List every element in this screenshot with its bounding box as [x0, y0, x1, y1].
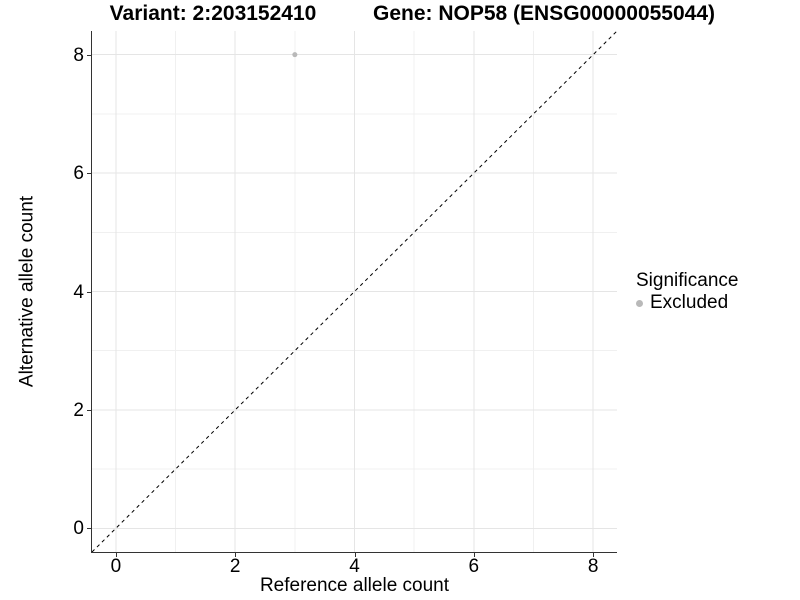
- plot-title-gene: Gene: NOP58 (ENSG00000055044): [373, 2, 716, 25]
- y-tick-mark: [87, 409, 92, 411]
- legend-key-dot: [636, 299, 643, 307]
- x-tick-label: 6: [468, 556, 480, 577]
- x-tick-mark: [473, 552, 475, 557]
- y-tick-mark: [87, 173, 92, 175]
- data-point: [292, 52, 298, 58]
- legend: Significance Excluded: [636, 271, 738, 313]
- plot-area: [92, 31, 617, 552]
- y-tick-label: 2: [73, 399, 84, 421]
- y-axis-title: Alternative allele count: [16, 195, 38, 388]
- legend-item-label: Excluded: [650, 292, 729, 313]
- y-tick-mark: [87, 54, 92, 56]
- y-tick-label: 8: [73, 44, 84, 66]
- x-tick-label: 8: [587, 556, 599, 577]
- x-axis-title: Reference allele count: [259, 575, 450, 596]
- x-tick-mark: [593, 552, 595, 557]
- x-tick-mark: [115, 552, 117, 557]
- plot-title-variant: Variant: 2:203152410: [109, 2, 317, 25]
- y-tick-label: 0: [73, 518, 84, 540]
- y-tick-label: 4: [73, 281, 84, 303]
- plot-panel: [91, 31, 617, 553]
- legend-title: Significance: [636, 270, 739, 291]
- y-tick-label: 6: [73, 163, 84, 185]
- x-tick-mark: [354, 552, 356, 557]
- x-tick-label: 2: [229, 556, 241, 577]
- x-tick-label: 4: [349, 556, 360, 577]
- identity-line: [92, 31, 617, 552]
- legend-item-excluded: Excluded: [636, 293, 738, 313]
- y-tick-mark: [87, 528, 92, 530]
- x-tick-mark: [235, 552, 237, 557]
- x-tick-label: 0: [110, 556, 122, 577]
- y-tick-mark: [87, 291, 92, 293]
